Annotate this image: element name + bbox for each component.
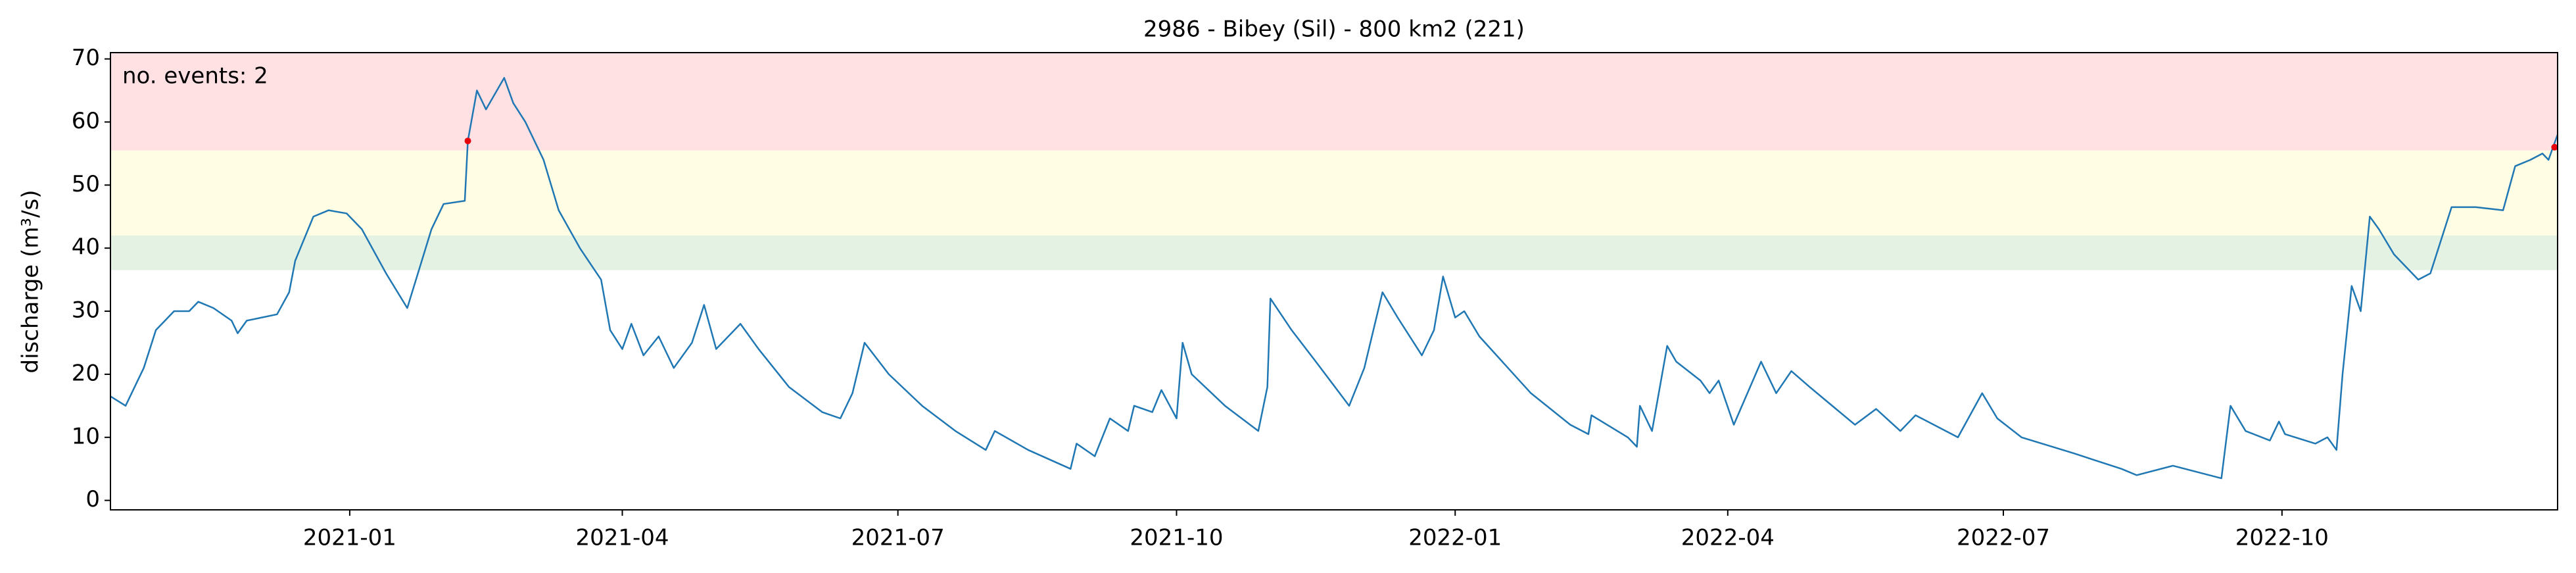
x-tick-label: 2022-07 <box>1957 525 2050 551</box>
x-tick-label: 2022-01 <box>1408 525 1502 551</box>
y-tick-label: 60 <box>72 108 100 134</box>
event-marker <box>464 137 471 145</box>
y-tick-label: 40 <box>72 234 100 261</box>
y-axis-label: discharge (m³/s) <box>18 190 44 374</box>
plot-frame <box>110 52 2558 511</box>
y-tick-label: 70 <box>72 45 100 71</box>
y-tick-label: 10 <box>72 423 100 449</box>
annotation: no. events: 2 <box>122 63 268 89</box>
event-marker <box>2551 143 2558 151</box>
threshold-band <box>110 236 2558 270</box>
threshold-band <box>110 53 2558 151</box>
x-tick-label: 2021-10 <box>1130 525 1223 551</box>
x-tick-label: 2021-04 <box>575 525 669 551</box>
x-tick-label: 2021-07 <box>851 525 945 551</box>
x-tick-label: 2022-04 <box>1681 525 1775 551</box>
y-tick-label: 0 <box>85 486 100 512</box>
threshold-band <box>110 150 2558 236</box>
discharge-line <box>110 77 2559 480</box>
y-tick-label: 20 <box>72 360 100 386</box>
y-tick-label: 30 <box>72 297 100 324</box>
y-tick-label: 50 <box>72 171 100 197</box>
x-tick-label: 2021-01 <box>303 525 396 551</box>
chart-title: 2986 - Bibey (Sil) - 800 km2 (221) <box>1143 16 1525 43</box>
x-tick-label: 2022-10 <box>2235 525 2329 551</box>
